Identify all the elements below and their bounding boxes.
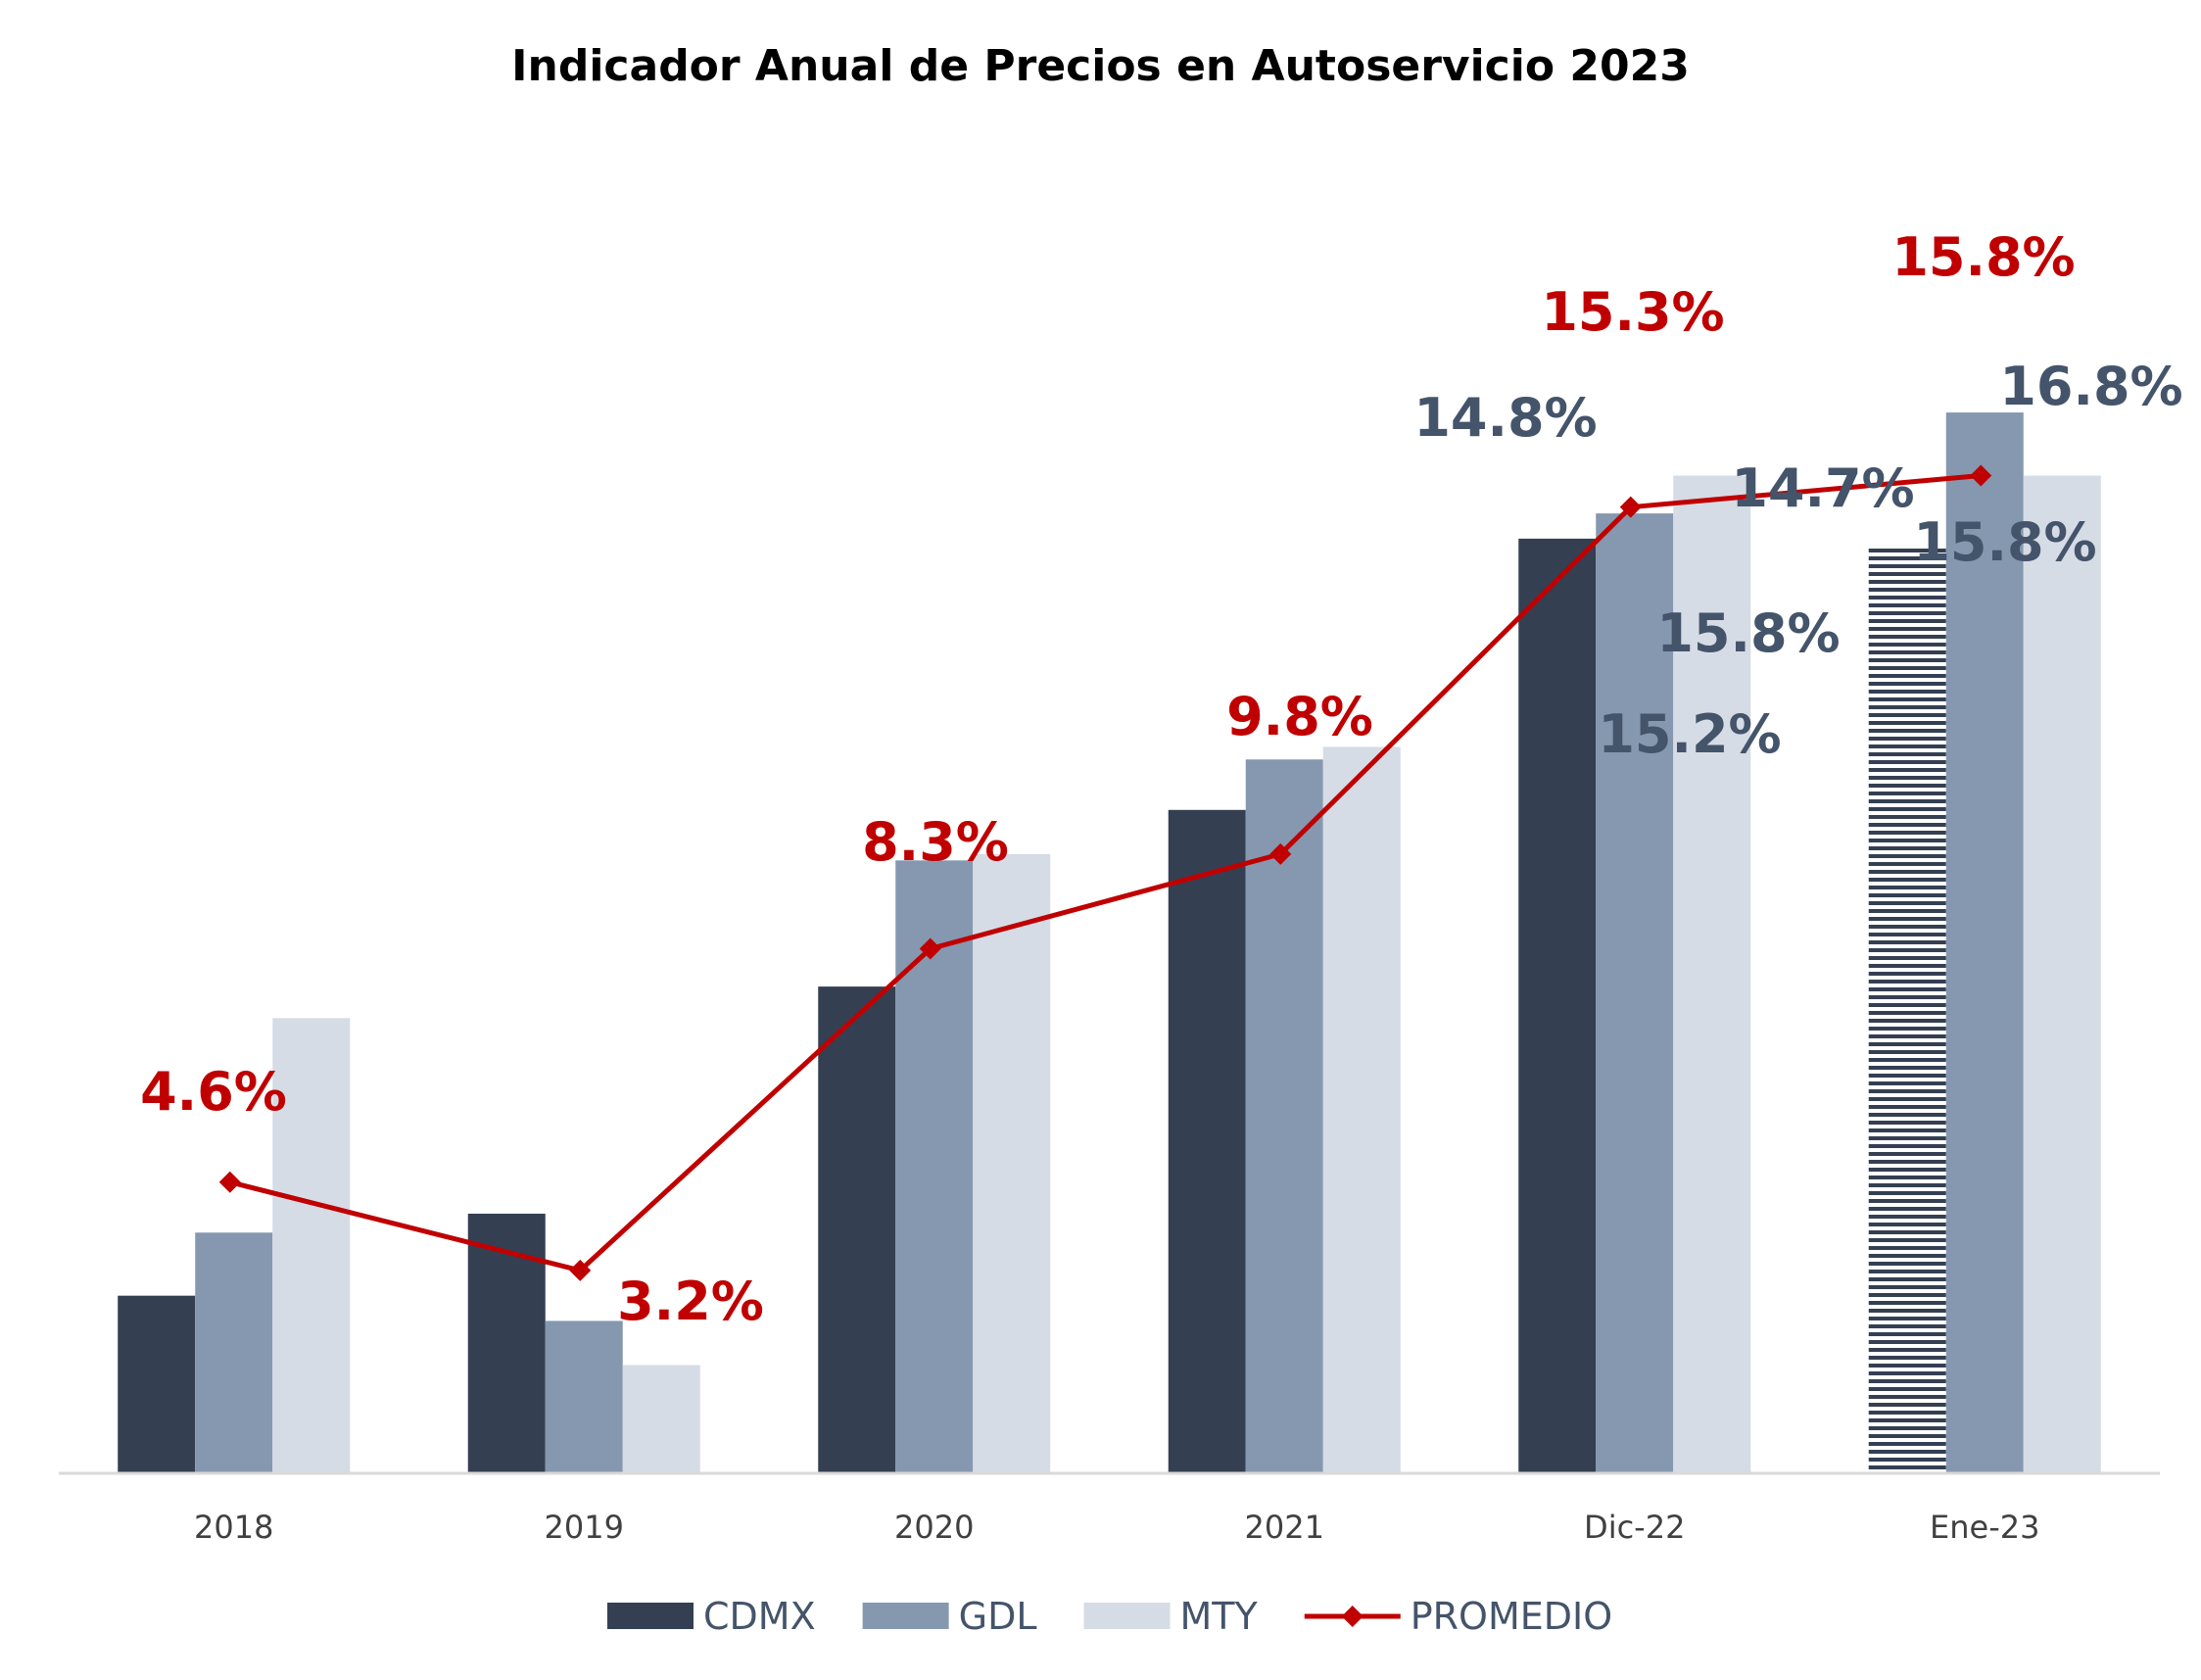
labels-layer: 4.6% 3.2% 8.3% 9.8% 15.3% 15.8% 14.8% 15.2% 15.8… (140, 226, 2183, 1332)
bar-cdmx-dic-22 (1518, 538, 1597, 1472)
data-label-promedio-2019: 3.2% (617, 1271, 764, 1332)
data-label-cdmx-ene-23: 14.7% (1731, 457, 1914, 519)
legend-item-mty: MTY (1083, 1595, 1259, 1638)
x-tick-label-2018: 2018 (194, 1509, 273, 1546)
line-promedio (229, 472, 1982, 1273)
data-label-mty-ene-23: 15.8% (1913, 511, 2096, 573)
x-tick-label-2019: 2019 (545, 1509, 624, 1546)
bar-mty-2018 (272, 1018, 351, 1472)
bar-mty-ene-23 (2023, 475, 2101, 1473)
bar-gdl-2020 (895, 860, 974, 1472)
bar-gdl-2018 (195, 1232, 273, 1472)
bar-cdmx-2021 (1168, 809, 1246, 1472)
data-label-promedio-2021: 9.8% (1226, 686, 1373, 747)
data-label-promedio-2018: 4.6% (140, 1061, 287, 1123)
point-promedio-dic-22 (1619, 496, 1642, 518)
data-label-promedio-2020: 8.3% (862, 811, 1009, 873)
point-promedio-ene-23 (1970, 464, 1992, 487)
data-label-promedio-dic-22: 15.3% (1541, 281, 1724, 343)
x-tick-label-2021: 2021 (1245, 1509, 1324, 1546)
bar-mty-2021 (1322, 746, 1401, 1472)
bar-gdl-dic-22 (1596, 513, 1674, 1472)
legend-item-gdl: GDL (862, 1595, 1037, 1638)
axis-layer: 2018 2019 2020 2021 Dic-22 Ene-23 (59, 1471, 2160, 1546)
x-tick-label-dic-22: Dic-22 (1584, 1509, 1685, 1546)
legend-item-promedio: PROMEDIO (1304, 1595, 1612, 1638)
point-promedio-2020 (919, 937, 941, 960)
bar-gdl-2019 (545, 1320, 623, 1472)
x-tick-label-ene-23: Ene-23 (1930, 1509, 2039, 1546)
point-promedio-2019 (569, 1259, 592, 1281)
bar-mty-2020 (973, 853, 1051, 1472)
legend-item-cdmx: CDMX (607, 1595, 816, 1638)
legend-swatch-gdl (862, 1603, 949, 1629)
bar-cdmx-2018 (118, 1295, 196, 1472)
legend: CDMX GDL MTY PROMEDIO (607, 1595, 1612, 1638)
bar-gdl-2021 (1245, 759, 1323, 1472)
legend-label-mty: MTY (1180, 1595, 1259, 1638)
chart-title: Indicador Anual de Precios en Autoservic… (511, 41, 1690, 91)
data-label-gdl-dic-22: 15.2% (1598, 703, 1781, 765)
data-label-promedio-ene-23: 15.8% (1891, 226, 2075, 288)
bar-cdmx-2020 (818, 986, 896, 1472)
legend-swatch-mty (1083, 1603, 1171, 1629)
bar-mty-2019 (622, 1365, 700, 1472)
legend-marker-promedio (1341, 1606, 1364, 1627)
legend-label-gdl: GDL (959, 1595, 1037, 1638)
legend-label-promedio: PROMEDIO (1411, 1595, 1612, 1638)
data-label-cdmx-dic-22: 14.8% (1413, 387, 1597, 449)
bar-gdl-ene-23 (1945, 412, 2024, 1473)
point-promedio-2018 (218, 1171, 241, 1193)
data-label-gdl-ene-23: 16.8% (1999, 356, 2182, 417)
x-tick-label-2020: 2020 (894, 1509, 974, 1546)
bar-cdmx-ene-23 (1868, 545, 1946, 1472)
point-promedio-2021 (1269, 842, 1292, 865)
bars-layer (118, 412, 2101, 1473)
line-layer (218, 464, 1992, 1281)
bar-mty-dic-22 (1673, 475, 1751, 1473)
legend-label-cdmx: CDMX (703, 1595, 816, 1638)
legend-swatch-cdmx (607, 1603, 694, 1629)
data-label-mty-dic-22: 15.8% (1656, 602, 1840, 664)
